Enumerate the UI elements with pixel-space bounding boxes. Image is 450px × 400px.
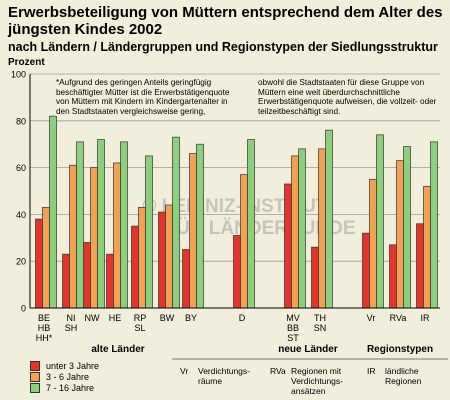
footnote-right: obwohl die Stadtstaaten für diese Gruppe… [258,78,444,116]
bar [35,218,43,309]
y-unit-label: Prozent [8,57,45,68]
x-tick-label: D [239,313,246,323]
x-tick-label: HH* [36,333,53,343]
x-tick-label: BW [160,313,175,323]
abbr-vr-text: Verdichtungs- räume [198,366,250,386]
x-tick-label: Vr [367,313,376,323]
bar [396,160,404,309]
abbr-vr-key: Vr [180,366,189,376]
y-tick-label: 80 [16,116,26,126]
legend-swatch [30,371,40,382]
x-tick-label: TH [314,313,326,323]
bar [389,244,397,309]
legend-item: 7 - 16 Jahre [30,382,99,393]
abbr-ir-text: ländliche Regionen [385,366,422,386]
bar [145,155,153,309]
x-tick-label: IR [421,313,431,323]
watermark: © LEIBNIZ-INSTITUT FÜR LÄNDERKUNDE [143,196,356,239]
bar [430,141,438,309]
x-tick-label: MV [286,313,300,323]
y-tick-label: 60 [16,163,26,173]
x-tick-label: RP [134,313,147,323]
bar [284,183,292,309]
y-tick-label: 20 [16,257,26,267]
bar [196,143,204,309]
bar [120,141,128,309]
bar [376,134,384,309]
group-label-regionstypen: Regionstypen [367,344,433,355]
legend-label: unter 3 Jahre [46,360,100,371]
bar [131,225,139,309]
bar [291,155,299,309]
y-tick-label: 40 [16,210,26,220]
chart-subtitle: nach Ländern / Ländergruppen und Regions… [8,40,438,54]
legend: unter 3 Jahre 3 - 6 Jahre 7 - 16 Jahre [30,360,99,393]
bar [106,253,114,309]
bar [233,235,241,309]
chart-title: Erwerbsbeteiligung von Müttern entsprech… [8,4,443,38]
legend-item: unter 3 Jahre [30,360,99,371]
bar [158,211,166,309]
group-label-alte-laender: alte Länder [91,344,144,355]
x-tick-label: HE [109,313,122,323]
x-tick-label: SL [134,323,145,333]
y-tick-label: 100 [11,70,26,80]
bar [69,164,77,309]
legend-label: 3 - 6 Jahre [46,371,90,382]
legend-item: 3 - 6 Jahre [30,371,99,382]
x-tick-label: NI [67,313,76,323]
x-tick-label: SN [314,323,327,333]
bar [423,185,431,309]
bar [113,162,121,309]
x-tick-label: ST [287,333,299,343]
bar [182,249,190,309]
legend-swatch [30,382,40,393]
legend-label: 7 - 16 Jahre [46,382,95,393]
bar [416,223,424,309]
x-tick-label: SH [65,323,78,333]
bar [240,174,248,309]
x-tick-label: HB [38,323,51,333]
bar [311,246,319,309]
bar [165,204,173,309]
bar [90,167,98,309]
bar [76,141,84,309]
bar [172,136,180,309]
x-tick-label: NW [85,313,100,323]
bar [42,207,50,309]
bar [325,129,333,309]
x-tick-label: RVa [390,313,407,323]
bar [362,232,370,309]
x-tick-label: BB [287,323,299,333]
group-label-neue-laender: neue Länder [278,344,338,355]
bar [403,146,411,309]
abbr-rva-text: Regionen mit Verdichtungs- ansätzen [291,366,343,396]
abbr-rva-key: RVa [270,366,286,376]
x-tick-label: BE [38,313,50,323]
bar [298,148,306,309]
bar [62,253,70,309]
footnote-left: *Aufgrund des geringen Anteils geringfüg… [56,78,238,116]
bar [97,139,105,309]
abbr-ir-key: IR [367,366,376,376]
legend-swatch [30,360,40,371]
bar [138,207,146,309]
bar [318,148,326,309]
bar [83,242,91,309]
bar [189,153,197,309]
x-tick-label: BY [185,313,197,323]
bar [49,115,57,309]
bar [247,139,255,309]
y-tick-label: 0 [21,304,26,314]
bar [369,178,377,309]
